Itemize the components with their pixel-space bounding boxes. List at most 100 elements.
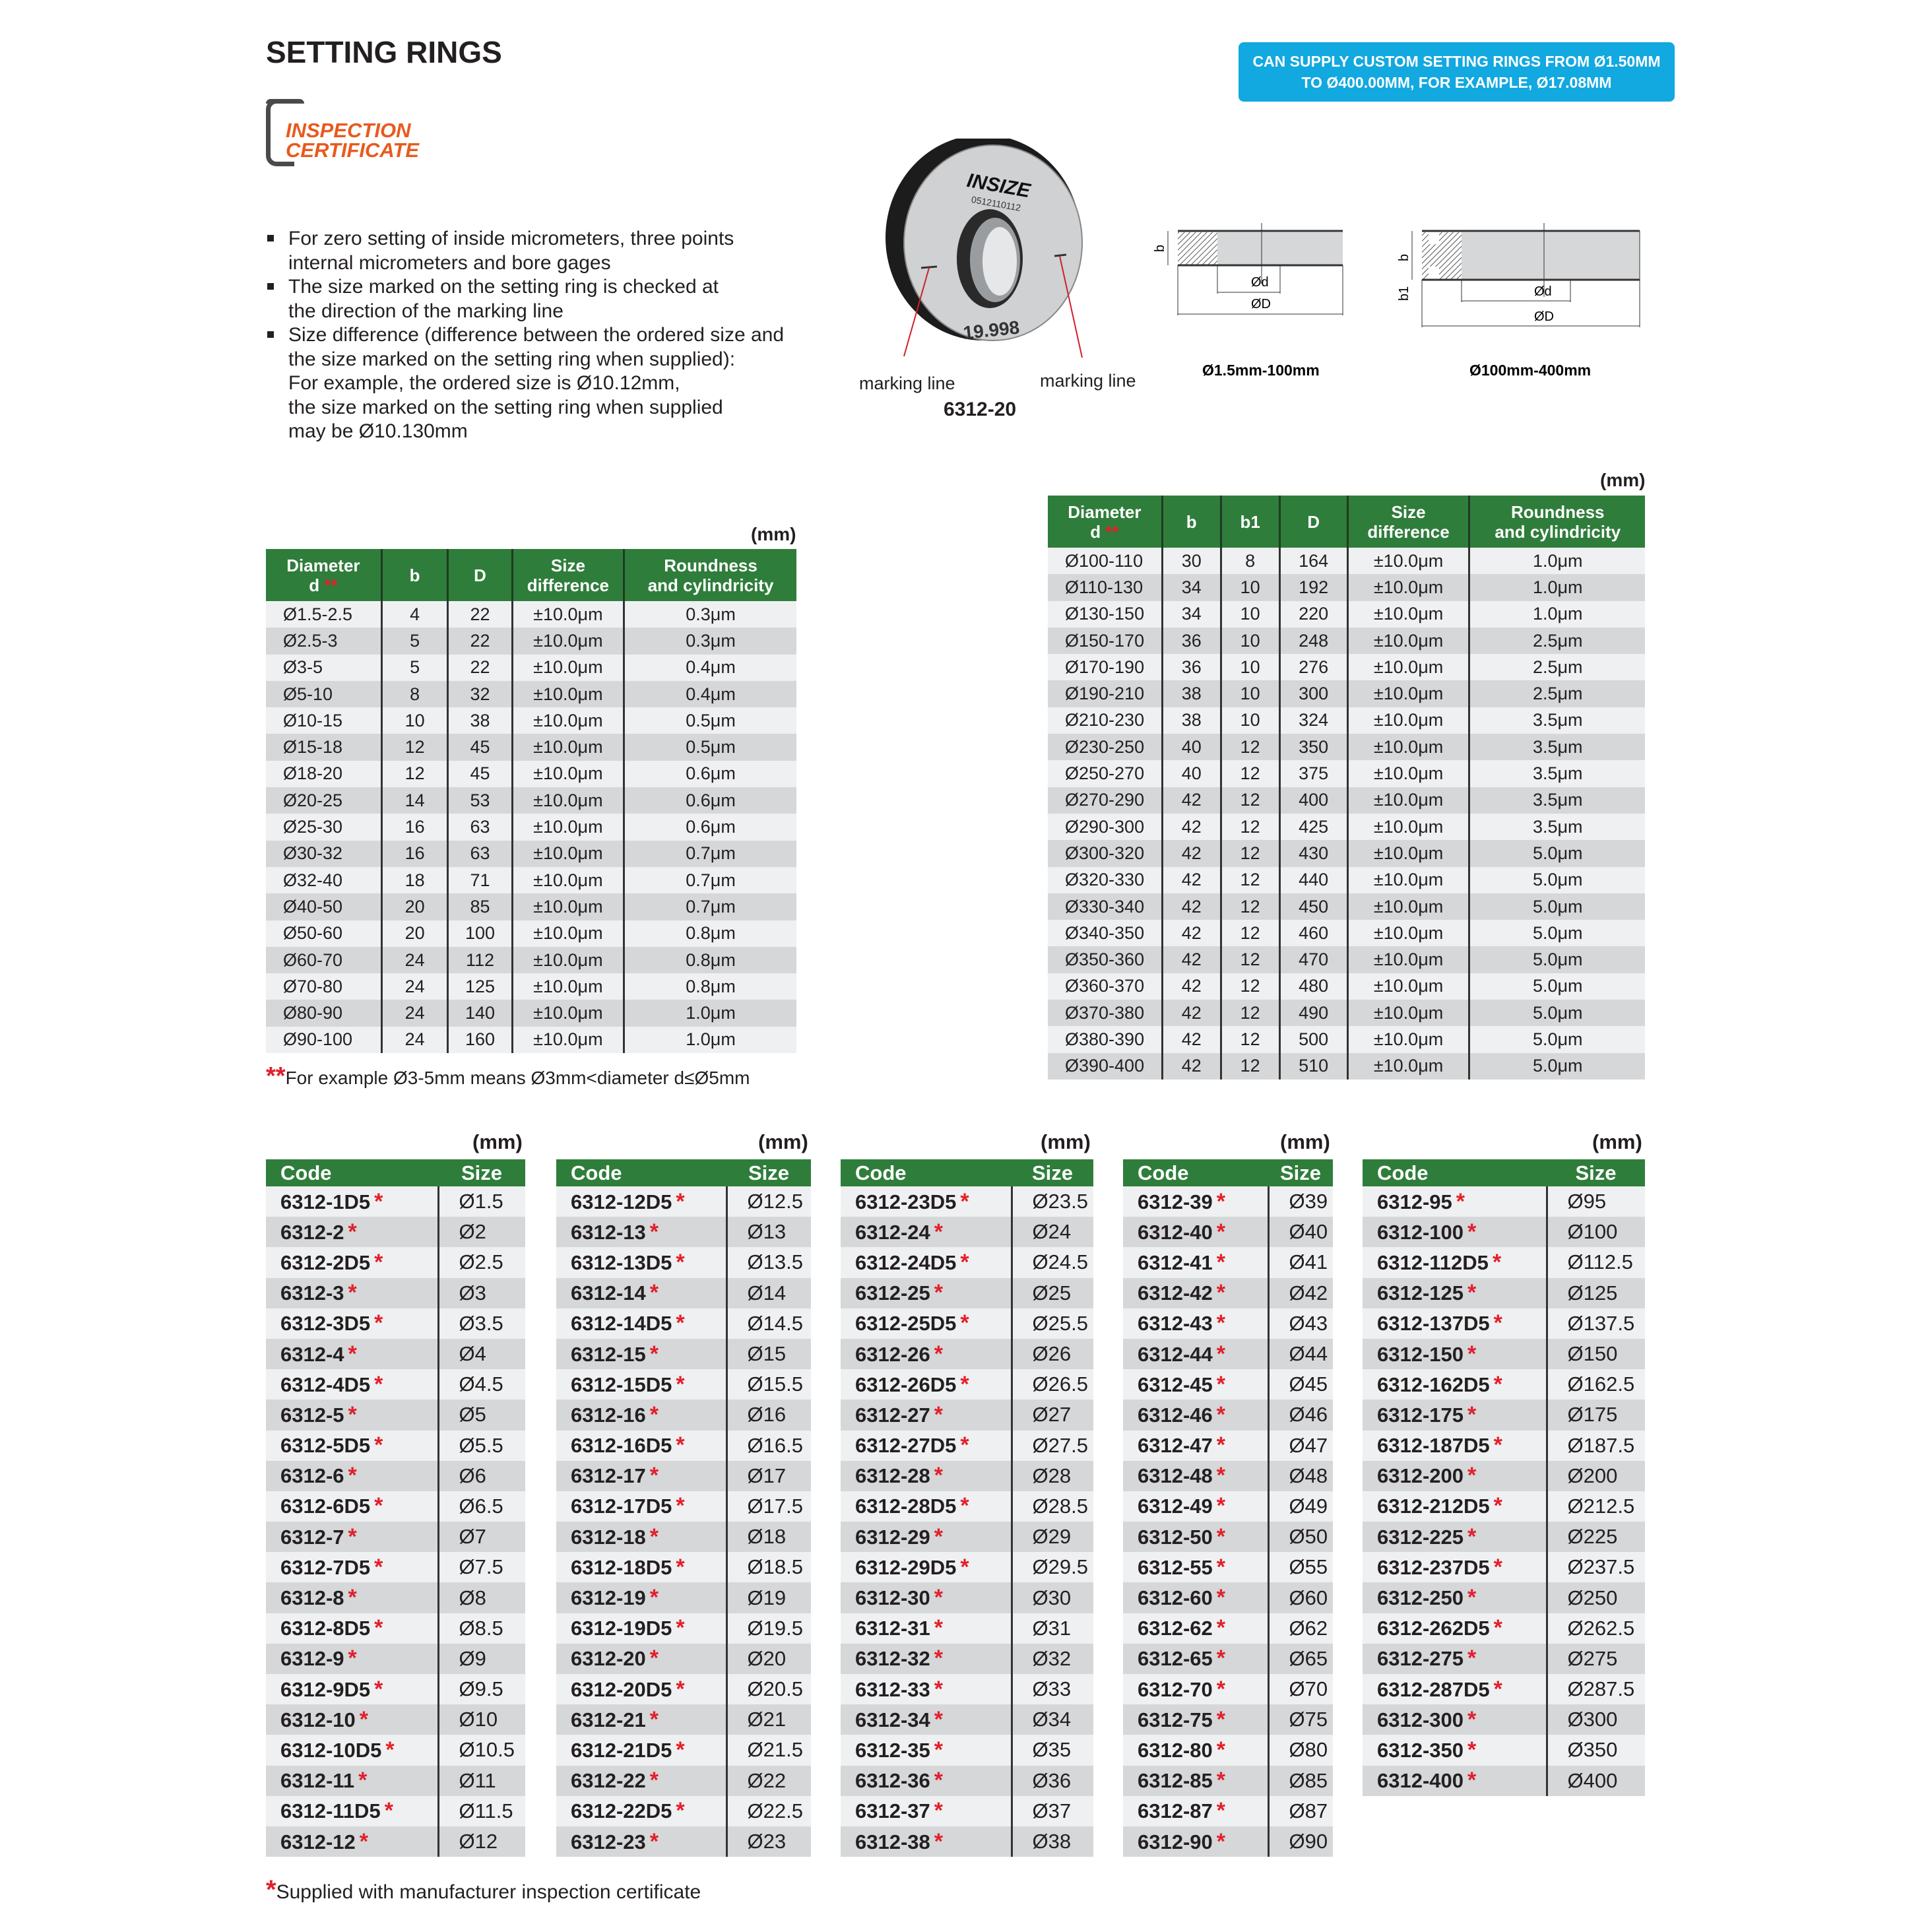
code-cell: 6312-150 *	[1363, 1338, 1548, 1370]
marking-line-label-left: marking line	[859, 373, 955, 393]
asterisk-icon: *	[934, 1828, 944, 1854]
code-cell: 6312-17D5 *	[556, 1491, 728, 1522]
code-cell: 6312-25D5 *	[841, 1308, 1013, 1339]
size-cell: Ø350	[1547, 1735, 1645, 1766]
asterisk-icon: *	[1216, 1585, 1226, 1611]
code-cell: 6312-3 *	[266, 1277, 439, 1308]
table-cell: ±10.0μm	[511, 814, 624, 841]
table-row: 6312-2 * Ø2	[266, 1217, 525, 1248]
table-row: 6312-9D5 * Ø9.5	[266, 1674, 525, 1705]
marking-line-label-right: marking line	[1040, 371, 1136, 391]
code-cell: 6312-287D5 *	[1363, 1674, 1548, 1705]
code-cell: 6312-2D5 *	[266, 1247, 439, 1278]
asterisk-icon: *	[1216, 1401, 1226, 1427]
table-cell: 12	[380, 760, 448, 788]
table-cell: 12	[1219, 866, 1280, 893]
table-cell: 12	[1219, 734, 1280, 761]
table-row: 6312-31 * Ø31	[841, 1613, 1093, 1644]
size-cell: Ø25.5	[1012, 1308, 1093, 1339]
table-cell: ±10.0μm	[1346, 600, 1469, 628]
table-cell: 1.0μm	[1468, 600, 1645, 628]
table-row: 6312-17 * Ø17	[556, 1460, 811, 1491]
code-cell: 6312-100 *	[1363, 1217, 1548, 1248]
dim-b: b	[1153, 245, 1167, 252]
header-line: Diameter	[1068, 501, 1142, 522]
table-row: 6312-36 * Ø36	[841, 1765, 1093, 1796]
size-cell: Ø225	[1547, 1522, 1645, 1553]
code-cell: 6312-200 *	[1363, 1460, 1548, 1491]
table-row: Ø32-40 18 71 ±10.0μm 0.7μm	[266, 866, 796, 894]
asterisk-icon: *	[649, 1463, 659, 1489]
product-code: 6312-44	[1138, 1342, 1213, 1366]
product-code: 6312-13D5	[571, 1250, 672, 1274]
size-cell: Ø34	[1012, 1704, 1093, 1735]
column-header-code: Code	[556, 1159, 726, 1186]
code-cell: 6312-50 *	[1123, 1522, 1270, 1553]
product-code: 6312-21	[571, 1708, 646, 1731]
code-cell: 6312-41 *	[1123, 1247, 1270, 1278]
product-code: 6312-3D5	[280, 1312, 371, 1336]
product-code: 6312-162D5	[1377, 1372, 1490, 1396]
asterisk-icon: *	[934, 1646, 944, 1671]
product-code: 6312-50	[1138, 1525, 1213, 1549]
table-cell: ±10.0μm	[511, 973, 624, 1000]
size-cell: Ø6	[438, 1460, 525, 1491]
size-cell: Ø100	[1547, 1217, 1645, 1248]
table-row: Ø18-20 12 45 ±10.0μm 0.6μm	[266, 760, 796, 788]
size-cell: Ø162.5	[1547, 1369, 1645, 1400]
table-cell: 22	[447, 601, 513, 628]
asterisk-icon: *	[1216, 1615, 1226, 1641]
asterisk-icon: *	[960, 1554, 969, 1580]
code-cell: 6312-49 *	[1123, 1491, 1270, 1522]
code-cell: 6312-10D5 *	[266, 1735, 439, 1766]
product-code: 6312-13	[571, 1220, 646, 1244]
asterisk-icon: *	[374, 1433, 383, 1458]
table-cell: Ø250-270	[1048, 760, 1163, 787]
size-cell: Ø20	[726, 1643, 811, 1674]
table-cell: 10	[1219, 574, 1280, 601]
product-code: 6312-31	[855, 1617, 930, 1640]
table-cell: ±10.0μm	[1346, 813, 1469, 841]
table-row: 6312-43 * Ø43	[1123, 1308, 1333, 1339]
table-row: 6312-16D5 * Ø16.5	[556, 1430, 811, 1461]
asterisk-icon: *	[1492, 1249, 1502, 1275]
code-cell: 6312-26 *	[841, 1338, 1013, 1370]
product-code: 6312-1D5	[280, 1190, 371, 1213]
header-line: and cylindricity	[1495, 521, 1621, 542]
code-cell: 6312-4D5 *	[266, 1369, 439, 1400]
table-cell: 12	[1219, 813, 1280, 841]
table-cell: ±10.0μm	[1346, 1052, 1469, 1079]
spec-footnote-text: For example Ø3-5mm means Ø3mm<diameter d…	[285, 1068, 750, 1088]
table-row: 6312-24D5 * Ø24.5	[841, 1247, 1093, 1278]
product-code: 6312-26D5	[855, 1372, 957, 1396]
table-row: 6312-225 * Ø225	[1363, 1522, 1645, 1553]
asterisk-icon: *	[934, 1768, 944, 1793]
asterisk-icon: *	[1467, 1219, 1477, 1244]
table-cell: Ø1.5-2.5	[266, 601, 382, 628]
table-cell: ±10.0μm	[511, 680, 624, 708]
column-header: D	[447, 549, 513, 601]
table-row: Ø170-190 36 10 276 ±10.0μm 2.5μm	[1048, 654, 1645, 681]
table-cell: 1.0μm	[623, 1026, 796, 1054]
table-row: Ø90-100 24 160 ±10.0μm 1.0μm	[266, 1026, 796, 1054]
table-cell: ±10.0μm	[511, 734, 624, 761]
table-cell: 10	[1219, 627, 1280, 655]
product-code: 6312-350	[1377, 1738, 1464, 1762]
unit-label-code-table: (mm)	[758, 1130, 808, 1153]
asterisk-icon: *	[1216, 1646, 1226, 1671]
table-cell: Ø25-30	[266, 814, 382, 841]
size-cell: Ø42	[1268, 1277, 1333, 1308]
code-cell: 6312-29D5 *	[841, 1552, 1013, 1583]
table-cell: 14	[380, 787, 448, 814]
code-cell: 6312-212D5 *	[1363, 1491, 1548, 1522]
product-code: 6312-27D5	[855, 1434, 957, 1458]
column-header: b	[380, 549, 448, 601]
table-row: Ø350-360 42 12 470 ±10.0μm 5.0μm	[1048, 946, 1645, 973]
asterisk-icon: *	[934, 1219, 944, 1244]
code-cell: 6312-48 *	[1123, 1460, 1270, 1491]
asterisk-icon: *	[1467, 1646, 1477, 1671]
table-row: 6312-10 * Ø10	[266, 1704, 525, 1735]
product-code: 6312-5	[280, 1403, 344, 1427]
photo-model-code: 6312-20	[944, 399, 1017, 420]
asterisk-icon: *	[1493, 1433, 1502, 1458]
